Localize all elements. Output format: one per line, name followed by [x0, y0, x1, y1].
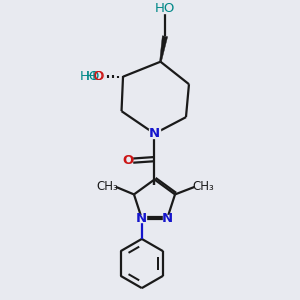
- Text: HO: HO: [155, 2, 175, 15]
- Bar: [86, 72, 103, 81]
- Text: H: H: [86, 70, 96, 83]
- Bar: [123, 157, 132, 164]
- Text: N: N: [136, 212, 147, 225]
- Bar: [159, 5, 171, 14]
- Text: O: O: [92, 70, 103, 83]
- Text: O: O: [93, 70, 104, 83]
- Text: N: N: [149, 127, 160, 140]
- Text: N: N: [162, 212, 173, 225]
- Text: CH₃: CH₃: [96, 180, 118, 194]
- Text: CH₃: CH₃: [193, 180, 214, 194]
- Text: O: O: [122, 154, 133, 167]
- Bar: [137, 215, 146, 222]
- Polygon shape: [160, 36, 168, 62]
- Text: HO: HO: [80, 70, 100, 83]
- Bar: [149, 129, 160, 138]
- Bar: [81, 72, 98, 81]
- Bar: [163, 215, 172, 222]
